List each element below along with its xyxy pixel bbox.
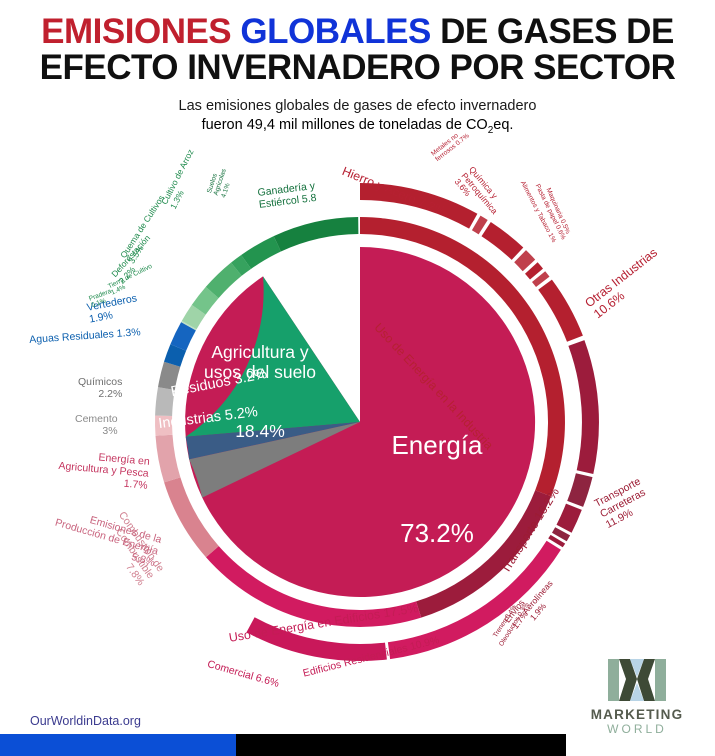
logo-name-text: MARKETING (590, 707, 684, 722)
ring-label-quimicos: Químicos 2.2% (78, 376, 123, 400)
center-label-agricultura: Agricultura y usos del suelo 18.4% (175, 304, 345, 461)
ring-outer-envios (556, 503, 582, 533)
pie-slice-industrias (189, 422, 360, 498)
ring-seg-uso-energia-industria (360, 217, 565, 497)
ring-outer-alimentos-tabaco (514, 250, 536, 272)
ring-outer-pasta-papel (525, 262, 543, 280)
subtitle-line-1: Las emisiones globales de gases de efect… (178, 98, 537, 115)
subtitle-line-2: fueron 49,4 mil millones de toneladas de… (18, 117, 697, 136)
ring-seg-deforestacion (191, 286, 219, 315)
subtitle-subscript: 2 (487, 124, 494, 136)
logo-monogram-icon (608, 659, 666, 701)
ring-outer (246, 183, 599, 662)
page-title-line-2: EFECTO INVERNADERO POR SECTOR (39, 47, 676, 87)
ring-seg-uso-energia-edificios (206, 546, 422, 627)
ring-label-cemento: Cemento 3% (75, 413, 118, 437)
source-attribution: OurWorldinData.org (30, 714, 141, 728)
ring-seg-suelos-agricolas (241, 236, 281, 269)
center-label-agricultura-value: 18.4% (235, 420, 285, 441)
ring-outer-aerolineas (567, 473, 593, 507)
header-block: EMISIONES GLOBALES DE GASES DE EFECTO IN… (0, 0, 715, 136)
center-label-energia: Energía 73.2% (357, 373, 517, 577)
title-word-globales: GLOBALES (240, 12, 431, 51)
ring-seg-aguas-residuales (164, 344, 187, 367)
ring-seg-quimicos (158, 361, 181, 390)
ring-seg-energia-agricultura-pesca (155, 415, 173, 436)
ring-outer-transporte-carreteras (568, 340, 599, 474)
title-word-rest: DE GASES DE (440, 12, 674, 51)
chart-svg (155, 183, 599, 662)
subtitle-text-b: eq. (493, 116, 514, 133)
ring-seg-tierra-cultivo (181, 304, 206, 330)
center-label-energia-text: Energía (391, 430, 483, 461)
ring-outer-hierro-acero (360, 183, 478, 229)
ring-outer-otras-industrias (538, 279, 583, 342)
ring-seg-pradera (181, 320, 197, 331)
center-label-energia-value: 73.2% (400, 517, 474, 548)
logo-sub-text: WORLD (607, 722, 667, 736)
ring-outer-comercial (246, 617, 387, 662)
ring-outer-metales-no-ferrosos (471, 215, 488, 235)
marketing-world-logo: MARKETING WORLD (581, 655, 693, 736)
ring-seg-combustion-combustible (164, 477, 219, 558)
ring-seg-ganaderia-estiercol (273, 217, 359, 252)
ring-outer-quimica-petroquimica (481, 222, 524, 260)
ring-outer-oleoductos (548, 534, 566, 548)
ring-seg-cemento (155, 387, 175, 416)
page-title-line-1: EMISIONES GLOBALES DE GASES DE (18, 14, 697, 50)
ring-seg-cultivo-arroz (231, 255, 252, 276)
ring-seg-quema-cultivos (205, 262, 242, 299)
emissions-sunburst-chart: Energía 73.2% Agricultura y usos del sue… (0, 132, 715, 692)
ring-outer-maquinaria (532, 271, 550, 287)
pie-slice-residuos (185, 422, 360, 460)
title-word-emisiones: EMISIONES (41, 12, 232, 51)
ring-middle (155, 217, 565, 627)
footer-bar-blue (0, 734, 236, 756)
pie-slice-agricultura (185, 276, 360, 437)
ring-seg-emisiones-produccion-energia (155, 434, 181, 483)
ring-outer-edificios-residenciales (387, 540, 561, 660)
ring-outer-trenes (552, 527, 571, 542)
subtitle-text-a: fueron 49,4 mil millones de toneladas de… (201, 116, 488, 133)
ring-seg-vertederos (170, 322, 196, 351)
ring-seg-transporte (416, 490, 551, 618)
center-label-agricultura-text: Agricultura y usos del suelo (204, 342, 316, 382)
footer-bar-black (236, 734, 566, 756)
